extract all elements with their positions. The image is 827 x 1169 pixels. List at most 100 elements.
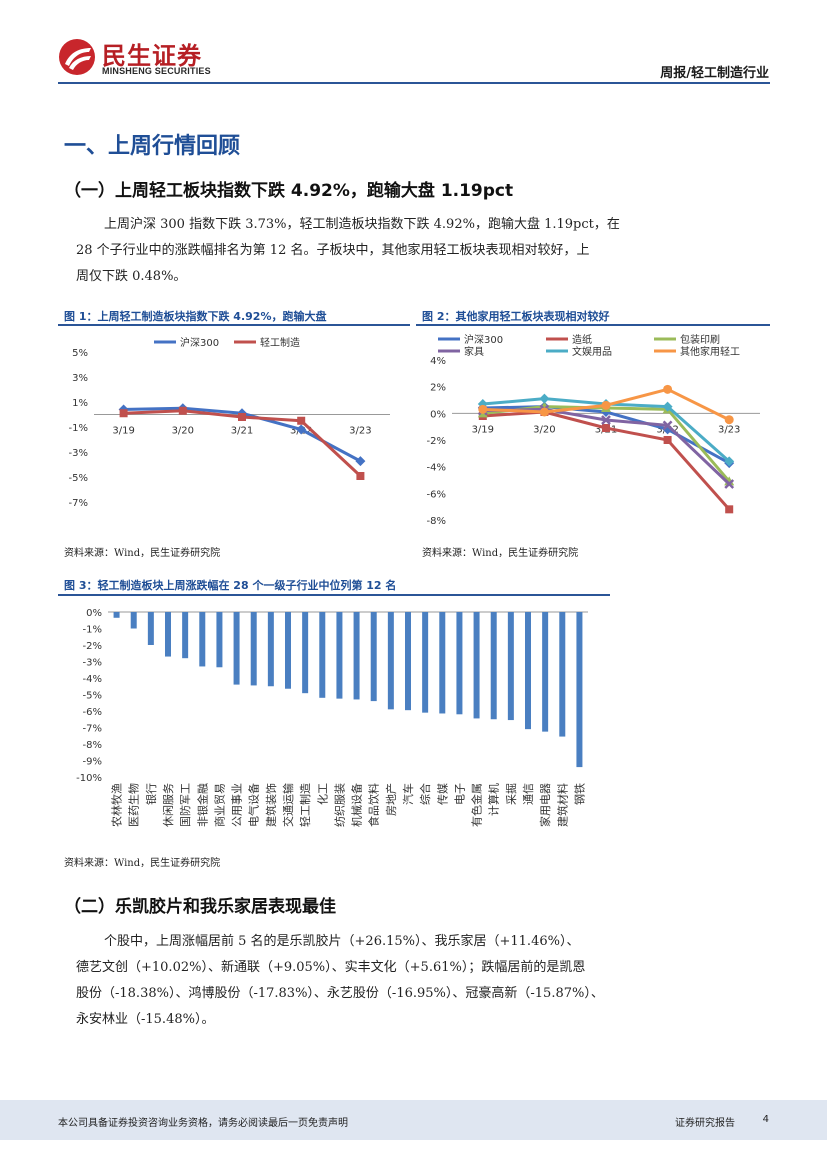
y-tick-label: -3% (69, 448, 88, 459)
x-tick-label: 公用事业 (231, 783, 244, 827)
legend-label: 造纸 (572, 333, 592, 346)
x-tick-label: 纺织服装 (332, 783, 346, 827)
y-tick-label: -8% (427, 516, 446, 527)
data-point (724, 456, 735, 467)
paragraph-2: 个股中，上周涨幅居前 5 名的是乐凯胶片（+26.15%）、我乐家居（+11.4… (76, 929, 628, 1033)
page-footer: 本公司具备证券投资咨询业务资格，请务必阅读最后一页免责声明 证券研究报告 4 (0, 1100, 827, 1140)
figure-1-source: 资料来源：Wind，民生证券研究院 (64, 548, 221, 559)
data-point (663, 384, 673, 394)
bar (525, 612, 531, 730)
x-tick-label: 家用电器 (538, 783, 552, 827)
y-tick-label: -2% (83, 641, 102, 652)
y-tick-label: -7% (83, 724, 102, 735)
x-tick-label: 3/20 (533, 424, 555, 435)
paragraph-1-line: 28 个子行业中的涨跌幅排名为第 12 名。子板块中，其他家用轻工板块表现相对较… (76, 243, 590, 258)
y-tick-label: -3% (83, 658, 102, 669)
bar (199, 612, 206, 667)
legend-label: 轻工制造 (260, 336, 300, 349)
report-type: 周报/轻工制造行业 (660, 66, 769, 81)
legend-label: 家具 (464, 345, 484, 358)
figure-1-rule (58, 324, 410, 326)
y-tick-label: -9% (83, 757, 102, 768)
bar (490, 612, 497, 720)
legend-label: 文娱用品 (572, 345, 612, 358)
y-tick-label: 4% (430, 356, 446, 367)
bar (370, 612, 377, 702)
data-point (601, 400, 611, 410)
x-tick-label: 3/21 (231, 426, 253, 437)
y-tick-label: -7% (69, 498, 88, 509)
x-tick-label: 房地产 (384, 783, 398, 816)
footer-disclaimer: 本公司具备证券投资咨询业务资格，请务必阅读最后一页免责声明 (58, 1118, 348, 1129)
y-tick-label: 0% (430, 409, 446, 420)
y-tick-label: -6% (427, 489, 446, 500)
x-tick-label: 国防军工 (178, 783, 192, 827)
x-tick-label: 传媒 (436, 783, 449, 805)
bar (456, 612, 463, 715)
bar (216, 612, 223, 668)
y-tick-label: 1% (72, 398, 88, 409)
bar (507, 612, 514, 721)
x-tick-label: 银行 (144, 783, 158, 805)
bar (233, 612, 240, 685)
bar (285, 612, 291, 689)
y-tick-label: 3% (72, 373, 88, 384)
figure-1-chart: 5%3%1%-1%-3%-5%-7%3/193/203/213/223/23沪深… (69, 336, 390, 509)
y-tick-label: -5% (83, 691, 102, 702)
x-tick-label: 休闲服务 (161, 783, 175, 827)
bar (387, 612, 394, 710)
y-tick-label: -8% (83, 740, 102, 751)
data-point (539, 407, 549, 417)
bar (576, 612, 583, 768)
x-tick-label: 医药生物 (127, 783, 141, 827)
data-point (119, 409, 128, 418)
y-tick-label: 2% (430, 383, 446, 394)
figure-2-rule (416, 324, 770, 326)
x-tick-label: 采掘 (504, 783, 518, 805)
bar (422, 612, 429, 713)
x-tick-label: 建筑材料 (555, 783, 569, 827)
x-tick-label: 汽车 (401, 783, 415, 805)
data-point (663, 436, 672, 444)
x-tick-label: 有色金属 (470, 783, 484, 827)
bar (559, 612, 566, 737)
x-tick-label: 钢铁 (573, 783, 586, 805)
bar (405, 612, 411, 711)
paragraph-1: 上周沪深 300 指数下跌 3.73%，轻工制造板块指数下跌 4.92%，跑输大… (76, 212, 628, 290)
bar (439, 612, 446, 714)
x-tick-label: 交通运输 (281, 783, 295, 827)
x-tick-label: 农林牧渔 (110, 783, 124, 827)
paragraph-1-line: 周仅下跌 0.48%。 (76, 269, 187, 284)
x-tick-label: 电气设备 (247, 783, 261, 827)
figure-3-rule (58, 594, 610, 596)
y-tick-label: -10% (76, 773, 102, 784)
logo-text-en: MINSHENG SECURITIES (102, 66, 211, 76)
figure-2-title: 图 2：其他家用轻工板块表现相对较好 (422, 310, 610, 323)
legend-label: 包装印刷 (680, 333, 720, 346)
figure-3-chart: 0% -1% -2% -3% -4% -5% -6% -7% -8% -9% -10% 农林牧渔 医药生… (76, 608, 588, 827)
bar (473, 612, 480, 719)
data-point (478, 404, 488, 414)
y-tick-label: 0% (86, 608, 102, 619)
data-point (725, 505, 734, 514)
figure-3-title: 图 3：轻工制造板块上周涨跌幅在 28 个一级子行业中位列第 12 名 (64, 579, 397, 592)
bar (542, 612, 549, 732)
footer-report-label: 证券研究报告 (675, 1118, 735, 1129)
header-divider (58, 82, 770, 84)
x-tick-label: 3/20 (172, 426, 194, 437)
legend-label: 沪深300 (180, 336, 219, 349)
page-number: 4 (762, 1114, 769, 1125)
bar (302, 612, 309, 694)
y-tick-label: -4% (427, 463, 446, 474)
subsection-title-1: （一）上周轻工板块指数下跌 4.92%，跑输大盘 1.19pct (64, 181, 514, 201)
x-tick-label: 商业贸易 (212, 783, 226, 827)
page-header: 民生证券 MINSHENG SECURITIES 周报/轻工制造行业 (0, 0, 827, 90)
bar (319, 612, 326, 698)
bar (336, 612, 343, 699)
data-point (601, 415, 611, 425)
data-point (356, 472, 365, 480)
data-point (296, 424, 307, 435)
data-point (297, 416, 306, 425)
x-tick-label: 化工 (315, 783, 329, 805)
paragraph-2-line: 永安林业（-15.48%）。 (76, 1012, 215, 1027)
